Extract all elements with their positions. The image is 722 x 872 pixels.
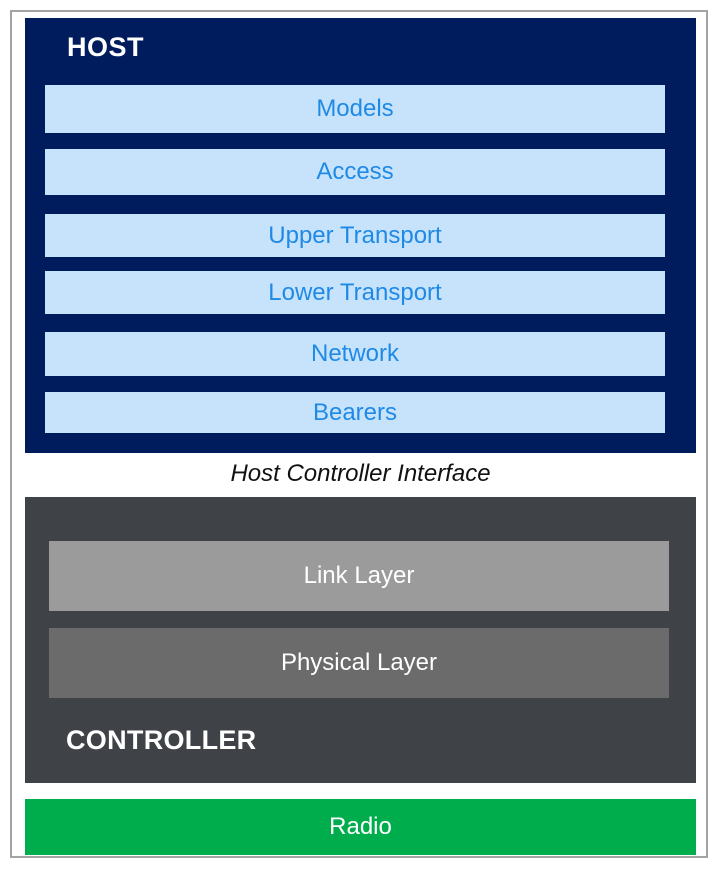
- host-controller-interface-label: Host Controller Interface: [230, 460, 491, 487]
- layer-access: Access: [45, 149, 665, 195]
- layer-physical: Physical Layer: [49, 628, 669, 698]
- radio-block: Radio: [25, 799, 696, 855]
- controller-block: Link Layer Physical Layer CONTROLLER: [25, 497, 696, 783]
- layer-link: Link Layer: [49, 541, 669, 611]
- layer-lower-transport: Lower Transport: [45, 271, 665, 314]
- layer-bearers: Bearers: [45, 392, 665, 433]
- host-title: HOST: [67, 32, 145, 62]
- layer-network: Network: [45, 332, 665, 376]
- host-block: HOST Models Access Upper Transport Lower…: [25, 18, 696, 453]
- controller-title: CONTROLLER: [66, 725, 257, 755]
- layer-upper-transport: Upper Transport: [45, 214, 665, 257]
- layer-models: Models: [45, 85, 665, 133]
